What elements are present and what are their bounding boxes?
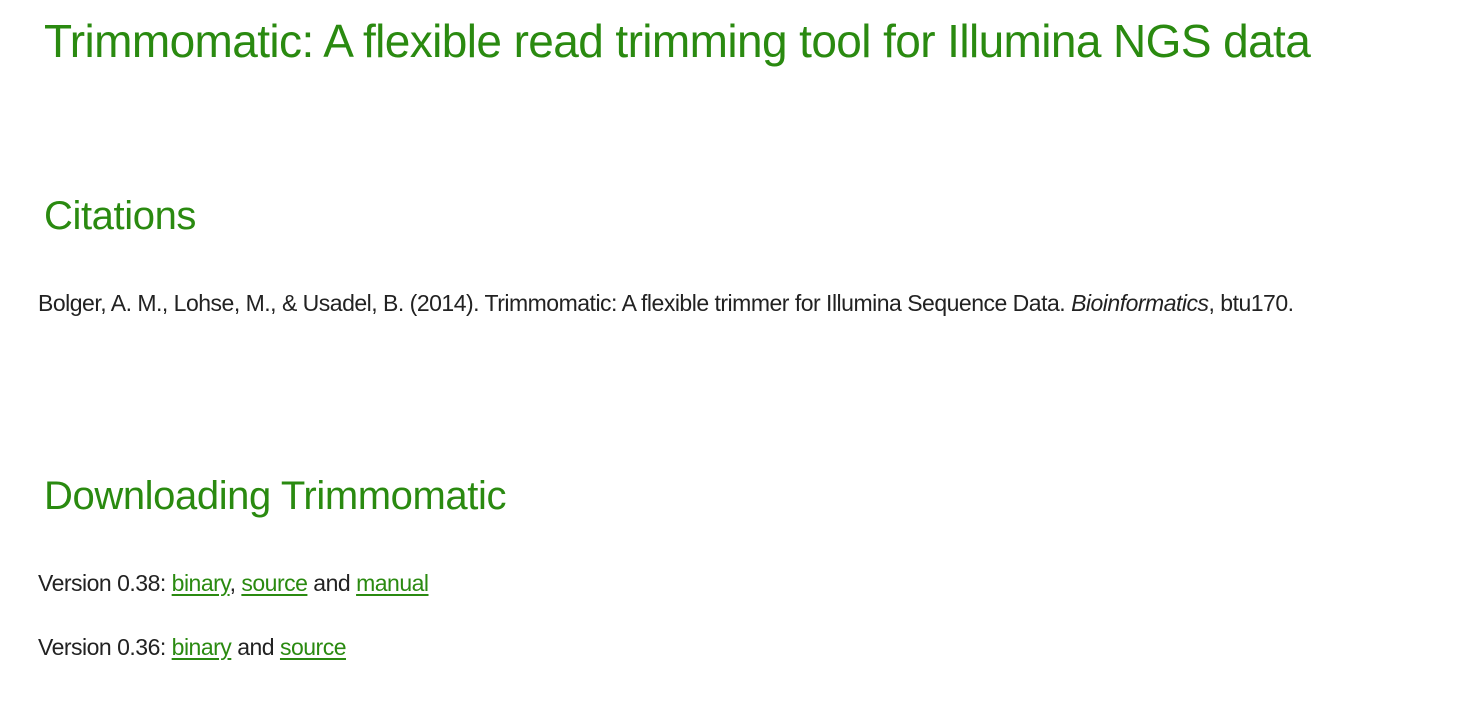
- separator: and: [231, 634, 280, 660]
- version-0-38-line: Version 0.38: binary, source and manual: [38, 568, 429, 598]
- separator: and: [307, 570, 357, 596]
- version-0-36-line: Version 0.36: binary and source: [38, 632, 347, 662]
- citation-authors-title: Bolger, A. M., Lohse, M., & Usadel, B. (…: [38, 290, 1072, 316]
- citation-journal: Bioinformatics: [1071, 290, 1209, 316]
- v038-binary-link[interactable]: binary: [171, 570, 230, 596]
- page-title: Trimmomatic: A flexible read trimming to…: [44, 15, 1311, 67]
- v038-manual-link[interactable]: manual: [356, 570, 429, 596]
- v036-source-link[interactable]: source: [279, 634, 347, 660]
- separator: ,: [229, 570, 242, 596]
- v036-binary-link[interactable]: binary: [171, 634, 232, 660]
- version-0-36-label: Version 0.36:: [38, 634, 172, 660]
- citation-text: Bolger, A. M., Lohse, M., & Usadel, B. (…: [38, 288, 1294, 318]
- version-0-38-label: Version 0.38:: [38, 570, 172, 596]
- citations-heading: Citations: [44, 194, 197, 238]
- citation-suffix: , btu170.: [1208, 290, 1295, 316]
- v038-source-link[interactable]: source: [241, 570, 308, 596]
- downloading-heading: Downloading Trimmomatic: [44, 474, 507, 518]
